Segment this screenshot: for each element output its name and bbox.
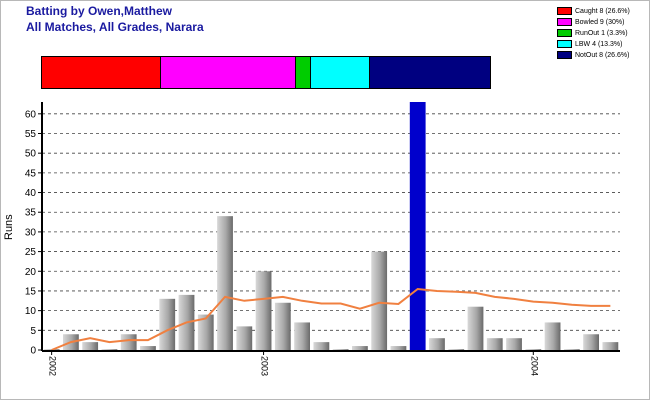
legend-item-runout: RunOut 1 (3.3%) [557, 28, 630, 39]
legend-label-notout: NotOut 8 (26.6%) [575, 52, 630, 59]
y-tick-label: 45 [25, 168, 37, 179]
bar [525, 349, 542, 350]
y-tick-label: 10 [25, 306, 37, 317]
y-tick-label: 40 [25, 188, 37, 199]
x-tick-label: 2003 [260, 356, 270, 376]
bar [390, 346, 407, 350]
dismissal-ratio-bar [41, 56, 491, 89]
bar [82, 342, 99, 350]
bar [332, 349, 349, 350]
ratio-segment-notout [370, 57, 490, 88]
legend-label-lbw: LBW 4 (13.3%) [575, 41, 623, 48]
x-tick-label: 2002 [48, 356, 58, 376]
bar [294, 322, 310, 350]
bar [486, 338, 503, 350]
ratio-segment-caught [42, 57, 162, 88]
bar [563, 349, 580, 350]
bar [583, 334, 599, 350]
bar [544, 322, 561, 350]
ratio-segment-runout [295, 57, 311, 88]
legend-label-runout: RunOut 1 (3.3%) [575, 30, 628, 37]
y-tick-label: 15 [25, 286, 37, 297]
bar [448, 349, 465, 350]
bar [255, 271, 272, 350]
legend-item-caught: Caught 8 (26.6%) [557, 6, 630, 17]
bar [274, 302, 291, 350]
legend-item-notout: NotOut 8 (26.6%) [557, 50, 630, 61]
legend-swatch-bowled [557, 18, 572, 27]
y-tick-label: 20 [25, 267, 37, 278]
legend-swatch-runout [557, 29, 572, 38]
bar [197, 314, 214, 350]
y-tick-label: 35 [25, 208, 37, 219]
legend-swatch-lbw [557, 40, 572, 49]
bar [140, 346, 156, 350]
bar [602, 342, 619, 350]
bar [120, 334, 137, 350]
x-tick-label: 2004 [529, 356, 539, 376]
average-line [51, 287, 611, 351]
y-tick-label: 5 [30, 326, 36, 337]
legend-swatch-notout [557, 51, 572, 60]
chart-title: Batting by Owen,Matthew [26, 4, 173, 18]
bar [467, 306, 484, 350]
legend-item-bowled: Bowled 9 (30%) [557, 17, 630, 28]
chart-subtitle: All Matches, All Grades, Narara [26, 20, 204, 34]
y-axis-label: Runs [3, 214, 15, 240]
legend-item-lbw: LBW 4 (13.3%) [557, 39, 630, 50]
bar [236, 326, 253, 350]
y-tick-label: 60 [25, 109, 37, 120]
bar-highlight [409, 102, 426, 350]
bar [159, 298, 176, 350]
bar [352, 346, 368, 350]
bar [313, 342, 330, 350]
y-tick-label: 25 [25, 247, 37, 258]
y-tick-label: 0 [30, 346, 36, 357]
y-tick-label: 55 [25, 129, 37, 140]
bar [217, 216, 233, 350]
bar [101, 349, 118, 350]
legend-label-bowled: Bowled 9 (30%) [575, 19, 625, 26]
y-tick-label: 50 [25, 149, 37, 160]
bar [429, 338, 445, 350]
ratio-segment-lbw [310, 57, 371, 88]
legend-label-caught: Caught 8 (26.6%) [575, 8, 630, 15]
legend-swatch-caught [557, 7, 572, 16]
legend: Caught 8 (26.6%) Bowled 9 (30%) RunOut 1… [557, 6, 630, 61]
ratio-segment-bowled [161, 57, 296, 88]
bar [506, 338, 522, 350]
y-tick-label: 30 [25, 227, 37, 238]
bar [371, 251, 388, 350]
